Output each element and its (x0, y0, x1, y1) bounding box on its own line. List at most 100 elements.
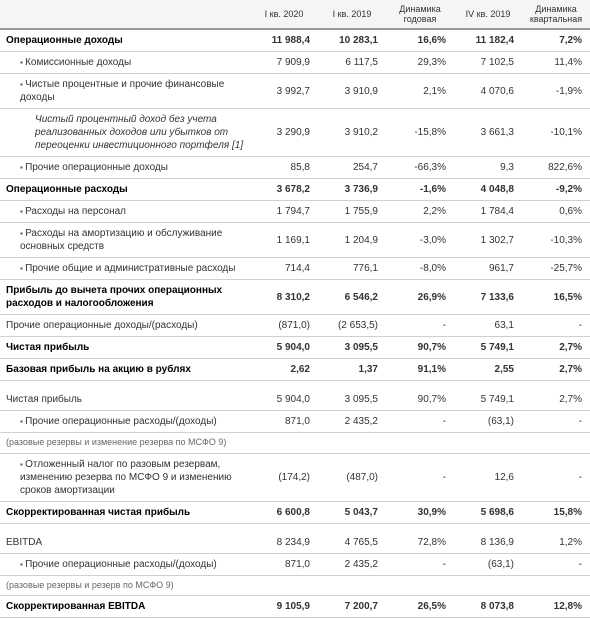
row-value (318, 433, 386, 454)
row-value: 1 204,9 (318, 223, 386, 258)
row-value: 3 661,3 (454, 109, 522, 157)
row-value: 5 043,7 (318, 501, 386, 523)
table-row: Операционные доходы11 988,410 283,116,6%… (0, 29, 590, 52)
row-value: 1,37 (318, 359, 386, 381)
row-value: -25,7% (522, 258, 590, 280)
table-row: Чистая прибыль5 904,03 095,590,7%5 749,1… (0, 337, 590, 359)
table-row: Чистая прибыль5 904,03 095,590,7%5 749,1… (0, 389, 590, 411)
col-header-q1-2019: I кв. 2019 (318, 0, 386, 29)
row-value: (174,2) (250, 453, 318, 501)
row-value: 2 435,2 (318, 411, 386, 433)
row-value: -8,0% (386, 258, 454, 280)
row-value: 5 749,1 (454, 337, 522, 359)
row-value: 85,8 (250, 157, 318, 179)
row-value: 3 992,7 (250, 74, 318, 109)
table-row: Базовая прибыль на акцию в рублях2,621,3… (0, 359, 590, 381)
row-value: 15,8% (522, 501, 590, 523)
row-value: 12,6 (454, 453, 522, 501)
row-value: -10,3% (522, 223, 590, 258)
row-value: 2,7% (522, 389, 590, 411)
row-value: 5 904,0 (250, 337, 318, 359)
row-label: EBITDA (0, 532, 250, 554)
row-value: 29,3% (386, 52, 454, 74)
header-row: I кв. 2020 I кв. 2019 Динамика годовая I… (0, 0, 590, 29)
row-value: 9 105,9 (250, 596, 318, 618)
table-row: Прочие общие и административные расходы7… (0, 258, 590, 280)
table-row: Скорректированная EBITDA9 105,97 200,726… (0, 596, 590, 618)
row-value: 2,1% (386, 74, 454, 109)
row-value: 7 200,7 (318, 596, 386, 618)
row-value: 2,55 (454, 359, 522, 381)
row-label: Прочие операционные расходы/(доходы) (0, 553, 250, 575)
row-label: Прочие общие и административные расходы (0, 258, 250, 280)
row-value (522, 433, 590, 454)
row-label: Расходы на персонал (0, 201, 250, 223)
row-value: 0,6% (522, 201, 590, 223)
row-label: Прибыль до вычета прочих операционных ра… (0, 280, 250, 315)
row-label: Скорректированная чистая прибыль (0, 501, 250, 523)
row-value: 7,2% (522, 29, 590, 52)
col-header-q1-2020: I кв. 2020 (250, 0, 318, 29)
row-value: 3 910,2 (318, 109, 386, 157)
row-value: 2 435,2 (318, 553, 386, 575)
row-value (250, 575, 318, 596)
row-value: 8 310,2 (250, 280, 318, 315)
table-row: Прибыль до вычета прочих операционных ра… (0, 280, 590, 315)
row-value: 91,1% (386, 359, 454, 381)
table-row: Прочие операционные доходы85,8254,7-66,3… (0, 157, 590, 179)
row-label: Отложенный налог по разовым резервам, из… (0, 453, 250, 501)
table-row: Отложенный налог по разовым резервам, из… (0, 453, 590, 501)
table-row: Скорректированная чистая прибыль6 600,85… (0, 501, 590, 523)
row-value: 4 765,5 (318, 532, 386, 554)
col-header-qoq: Динамика квартальная (522, 0, 590, 29)
row-label: Прочие операционные расходы/(доходы) (0, 411, 250, 433)
row-value: 1 784,4 (454, 201, 522, 223)
col-header-yoy: Динамика годовая (386, 0, 454, 29)
table-row: Комиссионные доходы7 909,96 117,529,3%7 … (0, 52, 590, 74)
row-value: (871,0) (250, 315, 318, 337)
row-value: -66,3% (386, 157, 454, 179)
row-label: Прочие операционные доходы/(расходы) (0, 315, 250, 337)
row-value (454, 575, 522, 596)
row-value: -15,8% (386, 109, 454, 157)
row-label: Базовая прибыль на акцию в рублях (0, 359, 250, 381)
row-value: -1,6% (386, 179, 454, 201)
row-value: - (386, 411, 454, 433)
row-value: 714,4 (250, 258, 318, 280)
row-value: 8 234,9 (250, 532, 318, 554)
row-value: 90,7% (386, 337, 454, 359)
table-row: Прочие операционные доходы/(расходы)(871… (0, 315, 590, 337)
row-value: 90,7% (386, 389, 454, 411)
row-value: (2 653,5) (318, 315, 386, 337)
financial-table: I кв. 2020 I кв. 2019 Динамика годовая I… (0, 0, 590, 618)
row-value: 30,9% (386, 501, 454, 523)
row-value: 871,0 (250, 411, 318, 433)
row-label: Комиссионные доходы (0, 52, 250, 74)
row-value: 2,7% (522, 359, 590, 381)
row-value (386, 433, 454, 454)
row-value: - (522, 553, 590, 575)
table-row: EBITDA8 234,94 765,572,8%8 136,91,2% (0, 532, 590, 554)
table-row: Расходы на амортизацию и обслуживание ос… (0, 223, 590, 258)
row-value: 7 133,6 (454, 280, 522, 315)
row-value: 3 678,2 (250, 179, 318, 201)
table-row: (разовые резервы и резерв по МСФО 9) (0, 575, 590, 596)
row-value: - (386, 315, 454, 337)
row-label: Чистая прибыль (0, 337, 250, 359)
row-value: 26,5% (386, 596, 454, 618)
row-value: -1,9% (522, 74, 590, 109)
table-row: (разовые резервы и изменение резерва по … (0, 433, 590, 454)
row-value: 63,1 (454, 315, 522, 337)
row-value: 4 070,6 (454, 74, 522, 109)
row-value: 6 600,8 (250, 501, 318, 523)
row-value: 8 136,9 (454, 532, 522, 554)
row-value: 1 794,7 (250, 201, 318, 223)
table-row: Прочие операционные расходы/(доходы)871,… (0, 411, 590, 433)
row-value: 1 169,1 (250, 223, 318, 258)
row-value: 12,8% (522, 596, 590, 618)
row-value (250, 433, 318, 454)
row-value: (63,1) (454, 411, 522, 433)
row-value: 11 182,4 (454, 29, 522, 52)
row-value: 6 546,2 (318, 280, 386, 315)
row-label: Расходы на амортизацию и обслуживание ос… (0, 223, 250, 258)
